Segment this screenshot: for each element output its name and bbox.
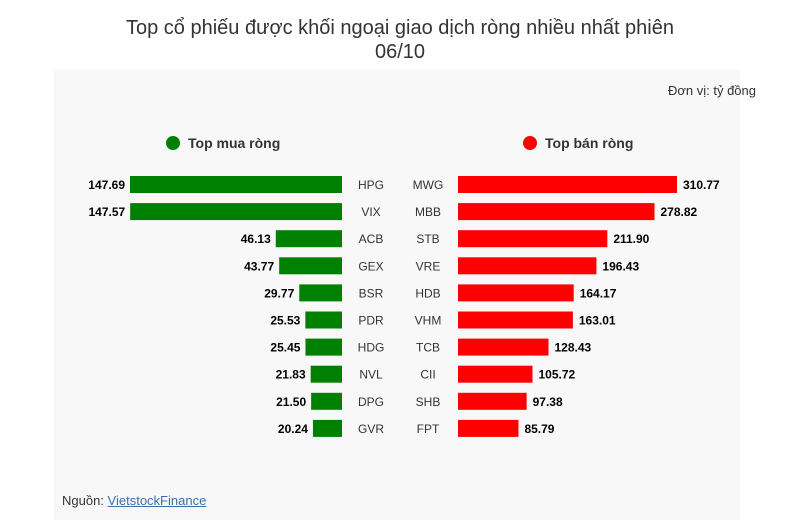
buy-value-label: 43.77: [244, 259, 274, 273]
chart-title: Top cổ phiếu được khối ngoại giao dịch r…: [0, 16, 800, 64]
buy-value-label: 147.69: [88, 178, 125, 192]
sell-ticker-label: VRE: [416, 259, 441, 273]
buy-value-label: 46.13: [241, 232, 271, 246]
sell-ticker-label: TCB: [416, 341, 440, 355]
buy-bar: [299, 284, 342, 302]
sell-ticker-label: VHM: [415, 314, 442, 328]
source-prefix: Nguồn:: [62, 493, 108, 508]
unit-label: Đơn vị: tỷ đồng: [667, 83, 756, 98]
sell-ticker-label: SHB: [416, 395, 441, 409]
sell-ticker-label: MBB: [415, 205, 441, 219]
source-note: Nguồn: VietstockFinance: [62, 493, 206, 508]
sell-bar: [458, 311, 573, 329]
sell-bar: [458, 230, 608, 248]
sell-bar: [458, 203, 655, 221]
buy-bar: [275, 230, 342, 248]
sell-bar: [458, 392, 527, 410]
sell-bar: [458, 338, 549, 356]
chart-title-line-1: Top cổ phiếu được khối ngoại giao dịch r…: [125, 17, 674, 39]
sell-value-label: 310.77: [683, 178, 720, 192]
sell-value-label: 211.90: [613, 232, 649, 246]
buy-value-label: 29.77: [264, 286, 294, 300]
buy-ticker-label: BSR: [359, 286, 384, 300]
sell-value-label: 196.43: [602, 259, 639, 273]
legend-buy-dot: [166, 136, 180, 150]
legend-buy-label: Top mua ròng: [188, 135, 281, 151]
sell-bar: [458, 419, 519, 437]
sell-bar: [458, 365, 533, 383]
sell-bar: [458, 257, 597, 275]
buy-bar: [130, 203, 342, 221]
legend-sell-dot: [523, 136, 537, 150]
buy-bar: [311, 392, 342, 410]
sell-ticker-label: STB: [416, 232, 439, 246]
sell-bar: [458, 176, 677, 193]
buy-bar: [305, 311, 342, 329]
sell-value-label: 278.82: [660, 205, 697, 219]
sell-bar: [458, 284, 574, 302]
buy-value-label: 21.50: [276, 395, 306, 409]
legend-buy: Top mua ròng: [166, 135, 280, 151]
buy-bar: [310, 365, 342, 383]
source-link[interactable]: VietstockFinance: [107, 493, 207, 508]
buy-value-label: 25.53: [270, 314, 300, 328]
buy-bar: [305, 338, 342, 356]
sell-value-label: 128.43: [555, 341, 592, 355]
sell-value-label: 85.79: [524, 422, 554, 436]
buy-ticker-label: ACB: [359, 232, 384, 246]
buy-ticker-label: GEX: [358, 259, 383, 273]
buy-bar: [130, 176, 342, 193]
sell-ticker-label: MWG: [413, 178, 444, 192]
buy-ticker-label: PDR: [358, 314, 384, 328]
sell-value-label: 105.72: [539, 368, 576, 382]
legend-sell-label: Top bán ròng: [545, 135, 634, 151]
buy-value-label: 20.24: [278, 422, 308, 436]
buy-ticker-label: HDG: [358, 341, 385, 355]
sell-ticker-label: FPT: [417, 422, 440, 436]
buy-ticker-label: DPG: [358, 395, 384, 409]
buy-ticker-label: NVL: [359, 368, 383, 382]
chart-title-line-2: 06/10: [374, 41, 426, 63]
buy-ticker-label: GVR: [358, 422, 384, 436]
buy-value-label: 25.45: [270, 341, 300, 355]
sell-value-label: 164.17: [580, 286, 617, 300]
sell-value-label: 97.38: [533, 395, 563, 409]
buy-ticker-label: HPG: [358, 178, 384, 192]
sell-ticker-label: CII: [420, 368, 435, 382]
sell-ticker-label: HDB: [415, 286, 440, 300]
sell-value-label: 163.01: [579, 314, 616, 328]
buy-value-label: 21.83: [276, 368, 306, 382]
legend-sell: Top bán ròng: [523, 135, 633, 151]
buy-ticker-label: VIX: [361, 205, 380, 219]
buy-value-label: 147.57: [88, 205, 125, 219]
buy-bar: [279, 257, 342, 275]
buy-bar: [312, 419, 342, 437]
